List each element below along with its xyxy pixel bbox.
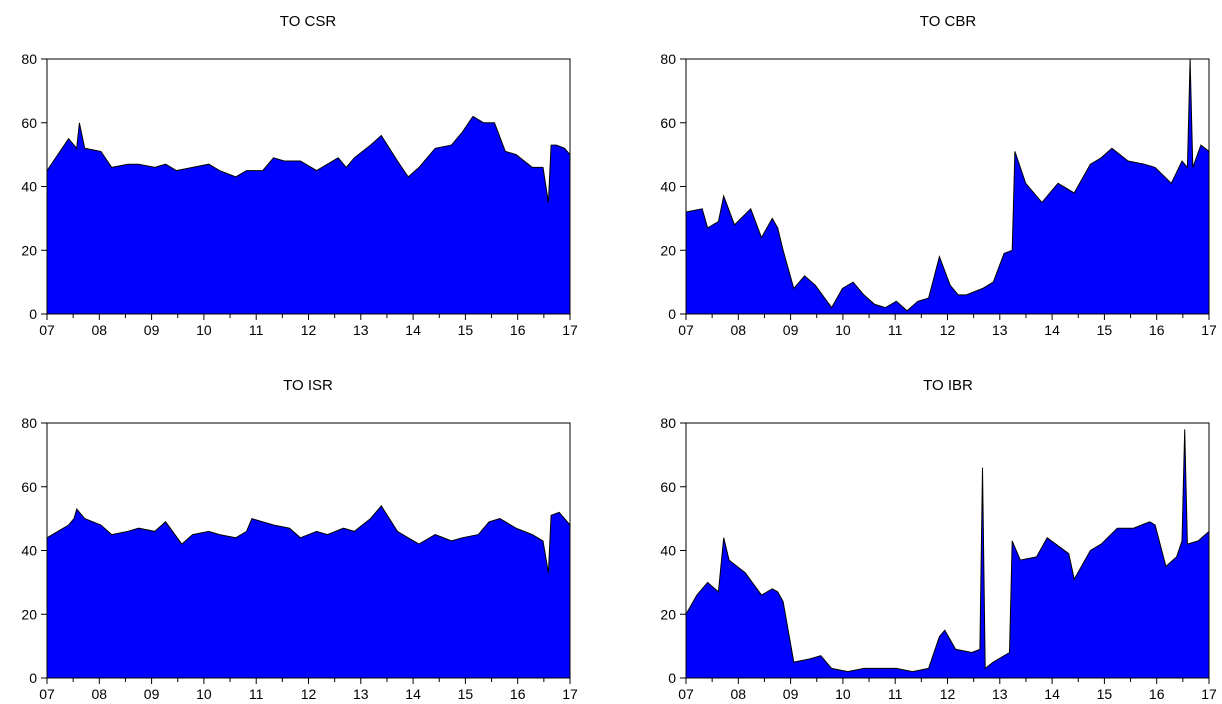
y-tick-label: 40 bbox=[21, 179, 37, 195]
x-tick-label: 14 bbox=[1044, 686, 1060, 702]
series-line bbox=[685, 58, 1210, 312]
x-tick-label: 08 bbox=[731, 322, 747, 338]
y-tick-label: 80 bbox=[660, 415, 676, 431]
series-line bbox=[685, 429, 1210, 673]
x-tick-label: 07 bbox=[39, 322, 55, 338]
y-tick-label: 60 bbox=[660, 479, 676, 495]
x-tick-label: 12 bbox=[940, 686, 956, 702]
x-tick-label: 17 bbox=[1201, 322, 1217, 338]
y-tick-label: 40 bbox=[660, 179, 676, 195]
y-tick-label: 60 bbox=[21, 115, 37, 131]
series-area bbox=[47, 116, 570, 315]
x-tick-label: 10 bbox=[196, 322, 212, 338]
series-area bbox=[47, 505, 570, 678]
x-tick-label: 15 bbox=[1097, 322, 1113, 338]
x-tick-label: 13 bbox=[992, 686, 1008, 702]
x-tick-label: 15 bbox=[1097, 686, 1113, 702]
x-tick-label: 12 bbox=[301, 686, 317, 702]
series-line bbox=[46, 115, 571, 203]
x-tick-label: 15 bbox=[458, 686, 474, 702]
y-tick-label: 80 bbox=[660, 51, 676, 67]
y-tick-label: 40 bbox=[660, 543, 676, 559]
y-tick-label: 0 bbox=[29, 306, 37, 322]
x-tick-label: 16 bbox=[510, 322, 526, 338]
x-tick-label: 17 bbox=[562, 686, 578, 702]
y-tick-label: 0 bbox=[668, 670, 676, 686]
y-tick-label: 40 bbox=[21, 543, 37, 559]
x-tick-label: 08 bbox=[731, 686, 747, 702]
x-tick-label: 08 bbox=[92, 686, 108, 702]
x-tick-label: 11 bbox=[249, 686, 264, 702]
x-tick-label: 07 bbox=[39, 686, 55, 702]
chart-panel-3: TO IBR 0 20 40 60 80 07 08 09 10 11 12 13 14 15 16 17 bbox=[660, 377, 1217, 702]
y-tick-label: 60 bbox=[660, 115, 676, 131]
y-tick-label: 20 bbox=[660, 606, 676, 622]
x-tick-label: 15 bbox=[458, 322, 474, 338]
x-tick-label: 17 bbox=[1201, 686, 1217, 702]
x-tick-label: 12 bbox=[301, 322, 317, 338]
x-tick-label: 11 bbox=[249, 322, 264, 338]
y-tick-label: 80 bbox=[21, 415, 37, 431]
x-tick-label: 10 bbox=[835, 686, 851, 702]
series-area bbox=[686, 429, 1209, 678]
y-tick-label: 20 bbox=[660, 242, 676, 258]
y-tick-label: 20 bbox=[21, 242, 37, 258]
y-tick-label: 60 bbox=[21, 479, 37, 495]
chart-title: TO ISR bbox=[283, 377, 333, 394]
chart-title: TO CBR bbox=[920, 13, 977, 30]
y-tick-label: 20 bbox=[21, 606, 37, 622]
chart-panel-1: TO CBR 0 20 40 60 80 07 08 09 10 11 12 13 14 15 16 17 bbox=[660, 13, 1217, 338]
x-tick-label: 17 bbox=[562, 322, 578, 338]
x-tick-label: 07 bbox=[678, 322, 694, 338]
x-tick-label: 16 bbox=[1149, 686, 1165, 702]
x-tick-label: 16 bbox=[1149, 322, 1165, 338]
x-tick-label: 09 bbox=[783, 686, 799, 702]
chart-title: TO IBR bbox=[923, 377, 973, 394]
x-tick-label: 11 bbox=[888, 322, 903, 338]
x-tick-label: 13 bbox=[992, 322, 1008, 338]
x-tick-label: 12 bbox=[940, 322, 956, 338]
chart-panel-2: TO ISR 0 20 40 60 80 07 08 09 10 11 12 13 14 15 16 17 bbox=[21, 377, 578, 702]
x-tick-label: 13 bbox=[353, 322, 369, 338]
x-tick-label: 09 bbox=[783, 322, 799, 338]
chart-title: TO CSR bbox=[280, 13, 337, 30]
x-tick-label: 14 bbox=[1044, 322, 1060, 338]
x-tick-label: 11 bbox=[888, 686, 903, 702]
x-tick-label: 13 bbox=[353, 686, 369, 702]
series-line bbox=[46, 505, 571, 573]
y-tick-label: 0 bbox=[29, 670, 37, 686]
y-tick-label: 0 bbox=[668, 306, 676, 322]
x-tick-label: 09 bbox=[144, 322, 160, 338]
x-tick-label: 10 bbox=[196, 686, 212, 702]
x-tick-label: 08 bbox=[92, 322, 108, 338]
x-tick-label: 14 bbox=[405, 322, 421, 338]
x-tick-label: 14 bbox=[405, 686, 421, 702]
x-tick-label: 16 bbox=[510, 686, 526, 702]
x-tick-label: 07 bbox=[678, 686, 694, 702]
y-tick-label: 80 bbox=[21, 51, 37, 67]
series-area bbox=[686, 59, 1209, 314]
x-tick-label: 10 bbox=[835, 322, 851, 338]
chart-panel-0: TO CSR 0 20 40 60 80 07 08 09 10 11 12 13 14 15 16 17 bbox=[21, 13, 578, 338]
x-tick-label: 09 bbox=[144, 686, 160, 702]
